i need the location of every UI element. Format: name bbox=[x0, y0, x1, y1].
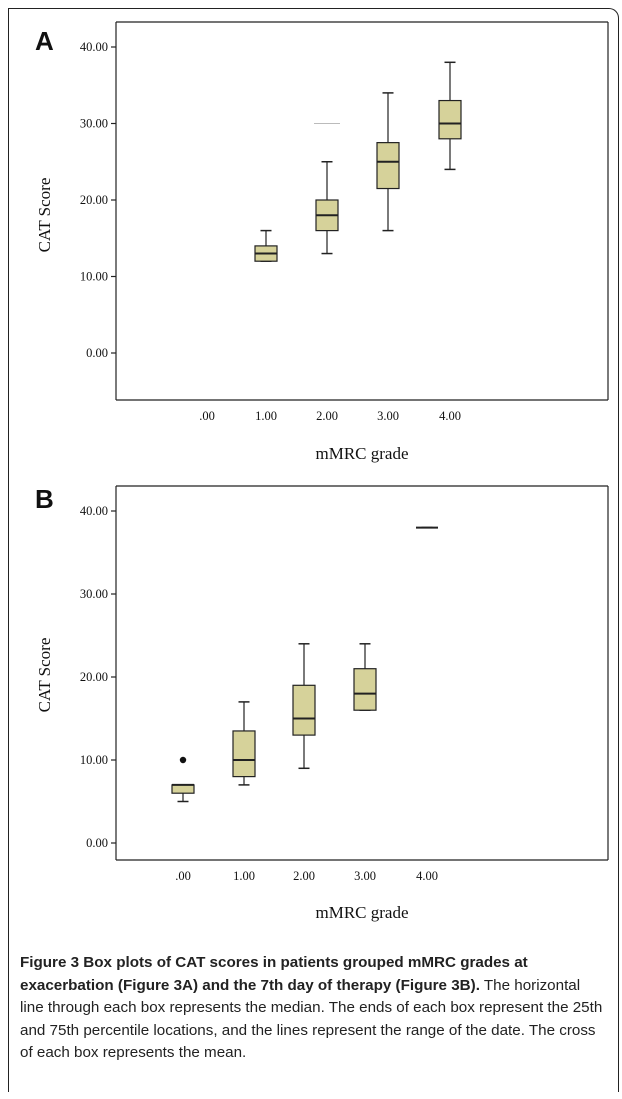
panel-a-letter: A bbox=[35, 26, 54, 56]
panel-b-x-tick-label: 2.00 bbox=[293, 869, 315, 883]
panel-b-y-tick-label: 10.00 bbox=[80, 753, 108, 767]
panel-b-x-tick-label: 4.00 bbox=[416, 869, 438, 883]
panel-b-box-body bbox=[292, 684, 316, 736]
panel-a-x-tick-label: 1.00 bbox=[255, 409, 277, 423]
panel-b-y-tick-label: 40.00 bbox=[80, 504, 108, 518]
panel-a-box-2 bbox=[314, 123, 340, 255]
panel-b-box-body bbox=[171, 784, 195, 794]
panel-b-box-1 bbox=[232, 701, 256, 786]
panel-b: B CAT Score mMRC grade 0.00 10.00 20.00 30.… bbox=[35, 484, 609, 922]
caption-title: Figure 3 Box plots of CAT scores in pati… bbox=[20, 954, 528, 994]
panel-b-box-0 bbox=[171, 783, 195, 803]
panel-a-box-body bbox=[376, 142, 400, 190]
panel-b-x-tick-label: 1.00 bbox=[233, 869, 255, 883]
panel-a-plot: 0.00 10.00 20.00 30.00 40.00 .00 1.00 2.00 3.00 4… bbox=[80, 21, 609, 423]
panel-b-box-3 bbox=[353, 643, 377, 711]
panel-a-ylabel: CAT Score bbox=[35, 178, 54, 253]
panel-a-y-tick-label: 40.00 bbox=[80, 40, 108, 54]
panel-b-x-tick-label: 3.00 bbox=[354, 869, 376, 883]
panel-b-box-2 bbox=[292, 643, 316, 770]
figure-svg: A CAT Score mMRC grade 0.00 10.00 20.00 30.… bbox=[35, 21, 609, 922]
panel-b-x-tick-label: .00 bbox=[175, 869, 191, 883]
panel-b-plot: 0.00 10.00 20.00 30.00 40.00 .00 1.00 2.00 3.00 4… bbox=[80, 485, 609, 883]
panel-a-x-tick-label: 3.00 bbox=[377, 409, 399, 423]
panel-b-y-tick-label: 20.00 bbox=[80, 670, 108, 684]
panel-a-xlabel: mMRC grade bbox=[315, 444, 408, 463]
panel-a: A CAT Score mMRC grade 0.00 10.00 20.00 30.… bbox=[35, 21, 609, 463]
caption-body: The horizontal line through each box rep… bbox=[20, 976, 603, 1062]
panel-b-xlabel: mMRC grade bbox=[315, 903, 408, 922]
panel-b-box-body bbox=[232, 730, 256, 778]
panel-b-box-body bbox=[353, 668, 377, 711]
panel-b-letter: B bbox=[35, 484, 54, 514]
panel-a-y-tick-label: 0.00 bbox=[86, 346, 108, 360]
panel-a-y-tick-label: 10.00 bbox=[80, 270, 108, 284]
panel-b-outlier-point bbox=[179, 756, 187, 764]
panel-a-box-3 bbox=[376, 92, 400, 232]
panel-a-y-tick-label: 20.00 bbox=[80, 193, 108, 207]
panel-a-x-tick-label: .00 bbox=[199, 409, 215, 423]
panel-b-ylabel: CAT Score bbox=[35, 638, 54, 713]
panel-b-y-tick-label: 0.00 bbox=[86, 836, 108, 850]
panel-a-box-body bbox=[438, 99, 462, 140]
panel-a-box-4 bbox=[438, 61, 462, 171]
figure-frame bbox=[8, 8, 619, 1092]
panel-a-x-tick-label: 4.00 bbox=[439, 409, 461, 423]
panel-a-y-tick-label: 30.00 bbox=[80, 117, 108, 131]
panel-a-x-tick-label: 2.00 bbox=[316, 409, 338, 423]
panel-b-y-tick-label: 30.00 bbox=[80, 587, 108, 601]
panel-a-box-1 bbox=[254, 229, 278, 262]
figure-caption: Figure 3 Box plots of CAT scores in pati… bbox=[20, 952, 605, 1065]
